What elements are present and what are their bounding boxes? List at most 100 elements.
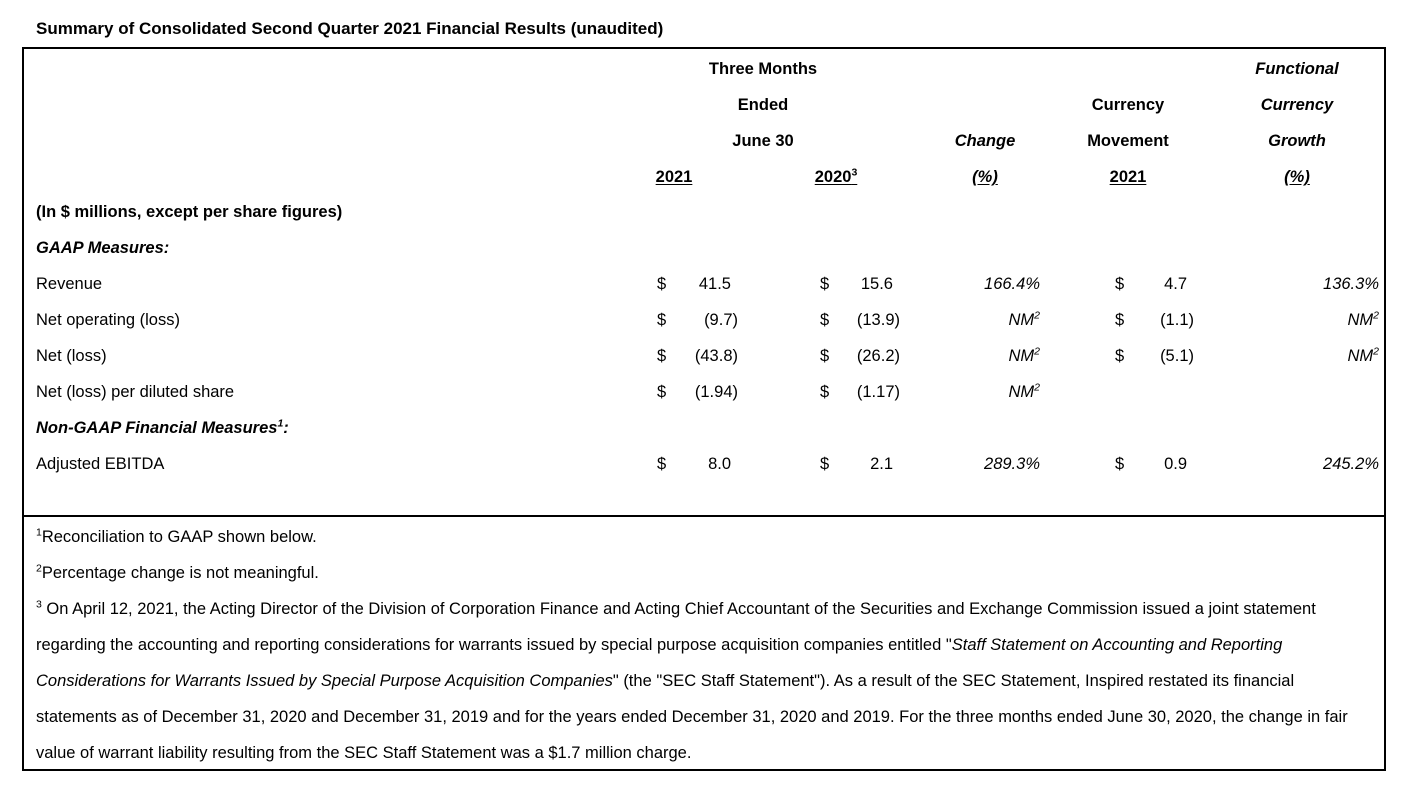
functional-growth-text: 245.2% <box>1323 454 1379 473</box>
currency-movement-dollar-sign: $ <box>1115 274 1125 293</box>
usd-2021-dollar-sign: $ <box>657 310 667 329</box>
row-label: Adjusted EBITDA <box>24 455 657 474</box>
row-label: (In $ millions, except per share figures… <box>24 203 657 222</box>
currency-movement-value: 4.7 <box>1164 274 1187 293</box>
header-currency-movement-line2: Movement <box>1087 132 1169 150</box>
usd-2020-dollar-sign: $ <box>820 274 830 293</box>
functional-growth-value: 245.2% <box>1194 455 1384 474</box>
row-label: Net (loss) per diluted share <box>24 383 657 402</box>
header-period-line2: Ended <box>737 96 789 114</box>
footnote-number: 2 <box>36 562 42 575</box>
table-bottom-spacer <box>24 482 1384 515</box>
change-percent-value: 166.4% <box>900 275 1040 294</box>
footnote-number: 3 <box>36 598 42 611</box>
row-label: Net (loss) <box>24 347 657 366</box>
currency-movement-dollar-sign: $ <box>1115 310 1125 329</box>
table-row: Net (loss) per diluted share $ (1.94) $ … <box>24 374 1384 410</box>
change-percent-value: NM2 <box>900 345 1040 366</box>
change-percent-value: NM2 <box>900 381 1040 402</box>
usd-2020-dollar-sign: $ <box>820 454 830 473</box>
usd-2021-dollar-sign: $ <box>657 454 667 473</box>
header-currency-movement-line1: Currency <box>1091 96 1165 114</box>
currency-movement-value: (5.1) <box>1160 346 1194 365</box>
row-label-text: Net (loss) <box>36 346 107 365</box>
footnote-number: 1 <box>36 526 42 539</box>
table-row: Adjusted EBITDA $ 8.0 $ 2.1 289.3% $ 0.9… <box>24 446 1384 482</box>
header-change: Change <box>954 132 1016 150</box>
change-percent-text: NM <box>1008 310 1035 329</box>
usd-2021-dollar-sign: $ <box>657 274 667 293</box>
table-row: Revenue $ 41.5 $ 15.6 166.4% $ 4.7 136.3… <box>24 266 1384 302</box>
usd-2020-value: (26.2) <box>856 346 900 365</box>
usd-2021-value: (43.8) <box>694 346 738 365</box>
usd-2021-dollar-sign: $ <box>657 382 667 401</box>
table-row: Net operating (loss) $ (9.7) $ (13.9) NM… <box>24 302 1384 338</box>
header-functional-line3: Growth <box>1268 132 1326 150</box>
currency-movement-dollar-sign: $ <box>1115 454 1125 473</box>
row-label-text: (In $ millions, except per share figures… <box>36 202 343 221</box>
functional-growth-text: NM <box>1347 346 1374 365</box>
page-title: Summary of Consolidated Second Quarter 2… <box>36 19 664 38</box>
header-functional-line2: Currency <box>1260 96 1334 114</box>
change-footnote-ref: 2 <box>1034 345 1040 357</box>
usd-2020-value: 15.6 <box>860 274 893 293</box>
row-label-text: Net (loss) per diluted share <box>36 382 235 401</box>
row-label-text: Net operating (loss) <box>36 310 180 329</box>
usd-2020-value: (1.17) <box>856 382 900 401</box>
usd-2020-value: (13.9) <box>856 310 900 329</box>
currency-movement-value: (1.1) <box>1160 310 1194 329</box>
results-table-box: Three Months Ended June 30 2021 20203 Ch… <box>22 47 1386 771</box>
header-period-line1: Three Months <box>708 60 818 78</box>
functional-growth-text: 136.3% <box>1323 274 1379 293</box>
header-period-line3: June 30 <box>732 132 794 150</box>
change-footnote-ref: 2 <box>1034 381 1040 393</box>
row-label-text: Revenue <box>36 274 103 293</box>
row-label: GAAP Measures: <box>24 239 657 258</box>
footnote-text: " (the "SEC Staff Statement"). As a resu… <box>36 672 1348 762</box>
functional-growth-footnote-ref: 2 <box>1373 309 1379 321</box>
row-label-text: Adjusted EBITDA <box>36 454 165 473</box>
usd-2021-value: 8.0 <box>708 454 731 473</box>
header-functional-pct: (%) <box>1284 168 1310 186</box>
table-row: Non-GAAP Financial Measures1: <box>24 410 1384 446</box>
currency-movement-dollar-sign: $ <box>1115 346 1125 365</box>
row-label-text: Non-GAAP Financial Measures <box>36 418 278 437</box>
footnote-text: Percentage change is not meaningful. <box>41 564 319 582</box>
change-percent-text: NM <box>1008 346 1035 365</box>
change-footnote-ref: 2 <box>1034 309 1040 321</box>
footnote-text: On April 12, 2021, the Acting Director o… <box>36 600 1316 654</box>
row-label-footnote-ref: 1 <box>277 417 284 429</box>
change-percent-text: 166.4% <box>984 274 1040 293</box>
usd-2021-value: 41.5 <box>698 274 731 293</box>
table-body: (In $ millions, except per share figures… <box>24 194 1384 482</box>
header-year-2021: 2021 <box>655 168 693 186</box>
footnote-text: Staff Statement on Accounting and Report… <box>36 636 1283 690</box>
row-label: Non-GAAP Financial Measures1: <box>24 417 657 438</box>
change-percent-text: 289.3% <box>984 454 1040 473</box>
functional-growth-value: 136.3% <box>1194 275 1384 294</box>
footnote: 1Reconciliation to GAAP shown below. <box>36 519 1366 555</box>
functional-growth-value: NM2 <box>1194 346 1384 366</box>
row-label: Revenue <box>24 275 657 294</box>
header-year-2020-footnote-ref: 3 <box>851 166 858 179</box>
usd-2020-dollar-sign: $ <box>820 382 830 401</box>
footnotes: 1Reconciliation to GAAP shown below. 2Per… <box>24 515 1384 769</box>
change-percent-text: NM <box>1008 382 1035 401</box>
footnote: 2Percentage change is not meaningful. <box>36 555 1366 591</box>
usd-2021-value: (1.94) <box>694 382 738 401</box>
footnote-text: Reconciliation to GAAP shown below. <box>41 528 317 546</box>
header-currency-movement-year: 2021 <box>1109 168 1147 186</box>
table-row: Net (loss) $ (43.8) $ (26.2) NM2 $ (5.1)… <box>24 338 1384 374</box>
usd-2020-dollar-sign: $ <box>820 310 830 329</box>
change-percent-value: 289.3% <box>900 455 1040 474</box>
footnote: 3 On April 12, 2021, the Acting Director… <box>36 591 1366 769</box>
usd-2020-dollar-sign: $ <box>820 346 830 365</box>
table-header: Three Months Ended June 30 2021 20203 Ch… <box>24 49 1384 194</box>
usd-2020-value: 2.1 <box>870 454 893 473</box>
header-functional-line1: Functional <box>1255 60 1339 78</box>
header-change-pct: (%) <box>972 168 998 186</box>
header-year-2020-text: 2020 <box>814 168 852 186</box>
table-row: (In $ millions, except per share figures… <box>24 194 1384 230</box>
functional-growth-text: NM <box>1347 310 1374 329</box>
